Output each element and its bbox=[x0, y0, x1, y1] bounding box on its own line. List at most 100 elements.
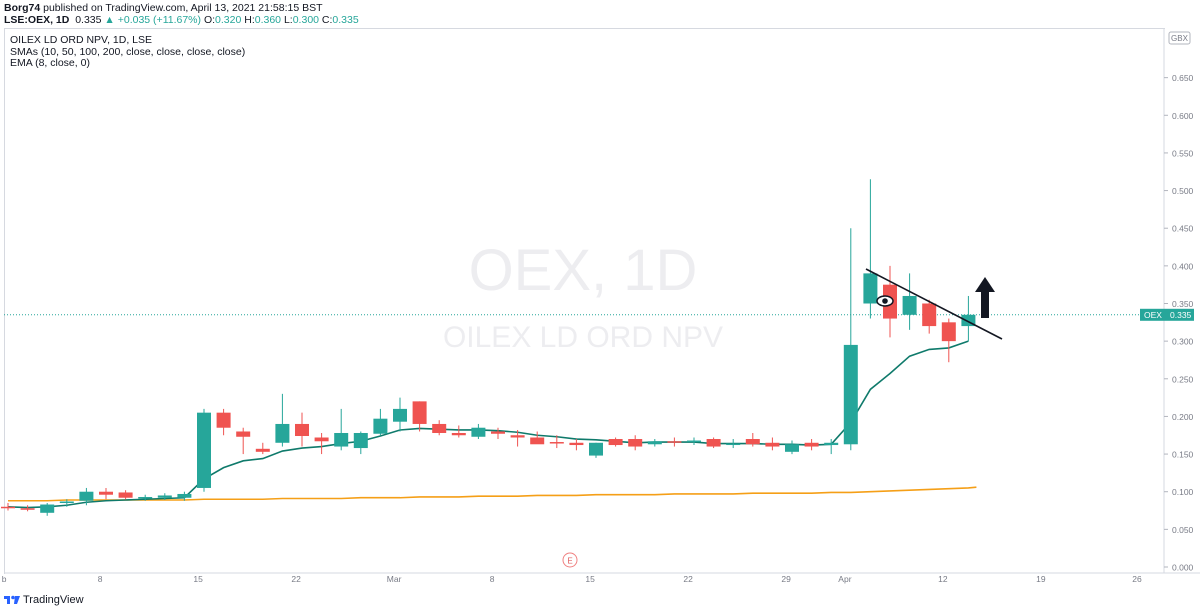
x-tick-label: 8 bbox=[490, 574, 495, 584]
candle bbox=[255, 442, 270, 455]
currency-badge: GBX bbox=[1168, 31, 1191, 45]
candle-body bbox=[510, 435, 525, 438]
candle bbox=[20, 505, 35, 512]
candle-body bbox=[275, 423, 290, 443]
candle-body bbox=[765, 442, 780, 447]
candle-body bbox=[863, 273, 878, 304]
y-tick-label: 0.050 bbox=[1172, 525, 1194, 535]
candle-body bbox=[118, 492, 133, 498]
x-tick-label: 15 bbox=[193, 574, 203, 584]
price-axis[interactable]: 0.000 0.050 0.100 0.150 0.200 0.250 0.300 0.350… bbox=[1163, 28, 1194, 573]
x-tick-label: 19 bbox=[1036, 574, 1046, 584]
candle bbox=[451, 425, 466, 438]
candle-body bbox=[589, 442, 603, 456]
candle-body bbox=[530, 437, 545, 445]
candle-body bbox=[922, 303, 937, 327]
candle bbox=[961, 295, 976, 342]
candle bbox=[667, 437, 682, 447]
candle-body bbox=[236, 431, 251, 437]
tradingview-logo-icon bbox=[4, 595, 20, 604]
candle bbox=[589, 442, 603, 458]
symbol-label: LSE:OEX, 1D bbox=[4, 14, 70, 26]
candle bbox=[687, 437, 701, 446]
candle bbox=[334, 408, 349, 451]
time-axis[interactable]: b 8 15 22 Mar 8 15 22 29 Apr 12 19 26 bbox=[2, 572, 1200, 584]
candle bbox=[314, 432, 329, 455]
x-tick-label: 12 bbox=[938, 574, 948, 584]
candle-body bbox=[745, 439, 760, 445]
price-label: OEX 0.335 bbox=[1140, 308, 1194, 321]
chart-frame bbox=[4, 28, 1165, 574]
candle bbox=[177, 491, 192, 501]
low-label: L: bbox=[283, 14, 293, 26]
x-tick-label: Mar bbox=[387, 574, 402, 584]
candle bbox=[216, 408, 231, 436]
candle-body bbox=[647, 441, 662, 445]
candle-body bbox=[785, 444, 799, 452]
legend-ema: EMA (8, close, 0) bbox=[10, 57, 90, 69]
candle-body bbox=[687, 440, 701, 443]
sma-200-line bbox=[8, 486, 977, 502]
candle bbox=[628, 435, 643, 451]
trend-line[interactable] bbox=[865, 268, 1003, 340]
candle bbox=[843, 228, 858, 451]
candle-body bbox=[314, 437, 329, 442]
y-tick-label: 0.100 bbox=[1172, 487, 1194, 497]
watermark-name: OILEX LD ORD NPV bbox=[443, 321, 723, 354]
candle bbox=[824, 439, 839, 455]
open-label: O: bbox=[203, 14, 216, 26]
up-arrow-icon[interactable] bbox=[975, 277, 995, 318]
high-value: 0.360 bbox=[254, 14, 282, 26]
y-tick-label: 0.250 bbox=[1172, 374, 1194, 384]
last-price: 0.335 bbox=[75, 14, 102, 26]
x-tick-label: Apr bbox=[838, 574, 851, 584]
candle-body bbox=[608, 439, 623, 446]
x-tick-label: 8 bbox=[98, 574, 103, 584]
candle bbox=[491, 427, 505, 440]
y-tick-label: 0.200 bbox=[1172, 412, 1194, 422]
change-arrow-icon: ▲ bbox=[104, 14, 115, 26]
candle bbox=[608, 437, 623, 447]
candle bbox=[138, 494, 153, 501]
candle-body bbox=[216, 412, 231, 428]
legend-symbol-name: OILEX LD ORD NPV, 1D, LSE bbox=[10, 34, 153, 46]
y-tick-label: 0.150 bbox=[1172, 450, 1194, 460]
candle bbox=[510, 429, 525, 447]
candle bbox=[412, 401, 427, 432]
publisher-line: Borg74 published on TradingView.com, Apr… bbox=[4, 2, 323, 14]
x-tick-label: 22 bbox=[291, 574, 301, 584]
candle bbox=[295, 412, 309, 447]
candles bbox=[1, 179, 976, 516]
candle-body bbox=[40, 504, 55, 513]
y-tick-label: 0.000 bbox=[1172, 563, 1194, 573]
earnings-marker[interactable]: E bbox=[562, 552, 578, 568]
published-text: published on TradingView.com, April 13, … bbox=[43, 2, 323, 14]
candle-body bbox=[569, 442, 584, 446]
candle-body bbox=[549, 442, 564, 444]
y-tick-label: 0.500 bbox=[1172, 186, 1194, 196]
candle bbox=[549, 435, 564, 449]
candle bbox=[197, 408, 211, 492]
high-label: H: bbox=[244, 14, 255, 26]
candle-body bbox=[471, 427, 486, 437]
candle-body bbox=[628, 439, 643, 447]
candle bbox=[765, 437, 780, 451]
x-tick-label: 15 bbox=[585, 574, 595, 584]
candle bbox=[922, 299, 937, 334]
candle-body bbox=[99, 491, 113, 495]
candle bbox=[432, 420, 447, 436]
candle bbox=[745, 432, 760, 447]
candle-body bbox=[393, 408, 407, 422]
candle-body bbox=[824, 442, 839, 446]
currency-label: GBX bbox=[1171, 34, 1189, 43]
low-value: 0.300 bbox=[292, 14, 319, 26]
candle-body bbox=[255, 448, 270, 452]
candle-body bbox=[941, 322, 956, 342]
candle bbox=[373, 408, 388, 436]
candle bbox=[726, 439, 741, 449]
candle bbox=[902, 273, 917, 330]
candle-body bbox=[373, 418, 388, 434]
candle bbox=[79, 487, 94, 506]
watermark-ticker: OEX, 1D bbox=[469, 238, 698, 303]
